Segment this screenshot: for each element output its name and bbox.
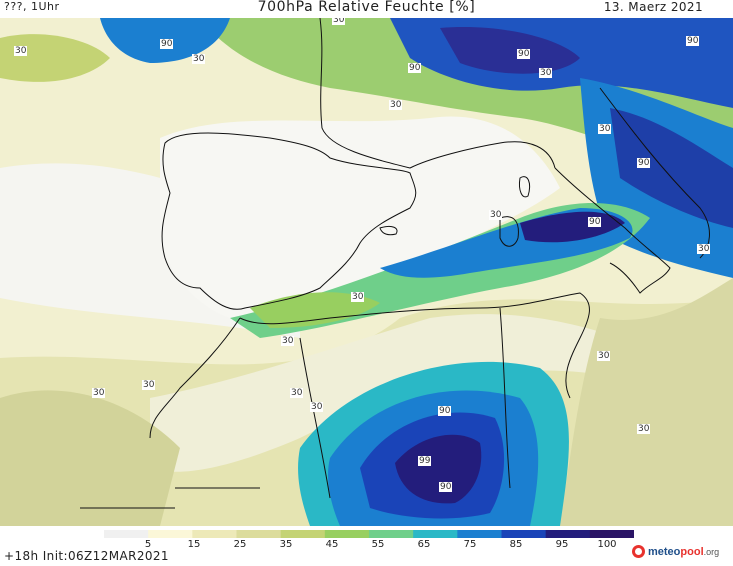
colorbar-cell: [324, 530, 370, 538]
field-band-olive: [0, 390, 180, 526]
field-italy-core: [610, 108, 733, 228]
brand-logo[interactable]: meteopool.org: [632, 545, 719, 558]
contour-label: 30: [142, 380, 156, 390]
colorbar-tick: 55: [371, 539, 385, 550]
field-atlantic-green: [0, 34, 110, 82]
colorbar-tick: 25: [233, 539, 247, 550]
contour-label: 30: [597, 351, 611, 361]
contour-label: 30: [310, 402, 324, 412]
colorbar-cell: [369, 530, 414, 538]
footer: 5 15 25 35 45 55 65 75 85 95 100 +18h In…: [0, 526, 733, 566]
contour-label: 30: [637, 424, 651, 434]
colorbar-cell: [457, 530, 502, 538]
date-label: 13. Maerz 2021: [603, 0, 703, 14]
contour-label: 30: [539, 68, 553, 78]
field-north-darkcore: [440, 27, 580, 74]
colorbar: [104, 530, 634, 538]
brand-name-main: meteo: [648, 545, 681, 558]
colorbar-cell: [280, 530, 326, 538]
colorbar-ticks: 5 15 25 35 45 55 65 75 85 95 100: [0, 539, 733, 551]
field-band-east: [560, 278, 733, 526]
init-time-label: +18h Init:06Z12MAR2021: [4, 549, 169, 563]
coast-italy: [554, 167, 671, 294]
colorbar-cell: [104, 530, 149, 538]
contour-label: 30: [598, 124, 612, 134]
contour-label: 90: [637, 158, 651, 168]
contour-label: 30: [489, 210, 503, 220]
colorbar-cell: [501, 530, 547, 538]
contour-label: 30: [192, 54, 206, 64]
contour-label: 30: [332, 18, 346, 25]
colorbar-tick: 45: [325, 539, 339, 550]
colorbar-cell: [236, 530, 282, 538]
field-sahara-darkcore: [395, 434, 482, 504]
colorbar-tick: 100: [597, 539, 617, 550]
colorbar-cell: [413, 530, 458, 538]
coast-corsica: [519, 176, 531, 198]
coast-sardinia: [499, 216, 519, 247]
contour-label: 30: [14, 46, 28, 56]
colorbar-tick: 35: [279, 539, 293, 550]
contour-label: 30: [697, 244, 711, 254]
contour-label: 90: [408, 63, 422, 73]
contour-label: 30: [281, 336, 295, 346]
coast-north-africa: [239, 292, 590, 399]
contour-label: 90: [588, 217, 602, 227]
location-label: ???, 1Uhr: [4, 0, 60, 13]
contour-label: 30: [92, 388, 106, 398]
coast-iberia: [161, 132, 417, 310]
contour-label: 90: [439, 482, 453, 492]
contour-label: 99: [418, 456, 432, 466]
field-iberia-dry: [160, 116, 560, 318]
contour-label: 90: [438, 406, 452, 416]
contour-label: 90: [160, 39, 174, 49]
coast-balearic: [379, 225, 398, 236]
meteopool-logo-icon: [632, 545, 645, 558]
contour-label: 90: [686, 36, 700, 46]
colorbar-tick: 85: [509, 539, 523, 550]
colorbar-tick: 65: [417, 539, 431, 550]
contour-label: 30: [389, 100, 403, 110]
brand-name-accent: pool: [680, 545, 704, 558]
colorbar-tick: 5: [144, 539, 152, 550]
coast-morocco: [149, 317, 241, 439]
brand-name-tld: .org: [703, 546, 720, 557]
coast-adriatic: [599, 87, 710, 259]
field-algeria-green: [250, 292, 380, 328]
colorbar-tick: 75: [463, 539, 477, 550]
coast-france: [319, 18, 556, 169]
contour-label: 30: [290, 388, 304, 398]
contour-label: 90: [517, 49, 531, 59]
colorbar-cell: [192, 530, 237, 538]
humidity-map: 30 30 30 30 30 30 30 30 30 30 30 30 30 3…: [0, 18, 733, 526]
contour-label: 30: [351, 292, 365, 302]
colorbar-cell: [148, 530, 193, 538]
brand-name: meteopool.org: [648, 546, 719, 558]
colorbar-tick: 15: [187, 539, 201, 550]
colorbar-cell: [589, 530, 634, 538]
map-title: 700hPa Relative Feuchte [%]: [257, 0, 476, 15]
border-lines: [80, 307, 511, 509]
colorbar-tick: 95: [555, 539, 569, 550]
colorbar-cell: [545, 530, 591, 538]
header-bar: ???, 1Uhr 700hPa Relative Feuchte [%] 13…: [0, 0, 733, 18]
